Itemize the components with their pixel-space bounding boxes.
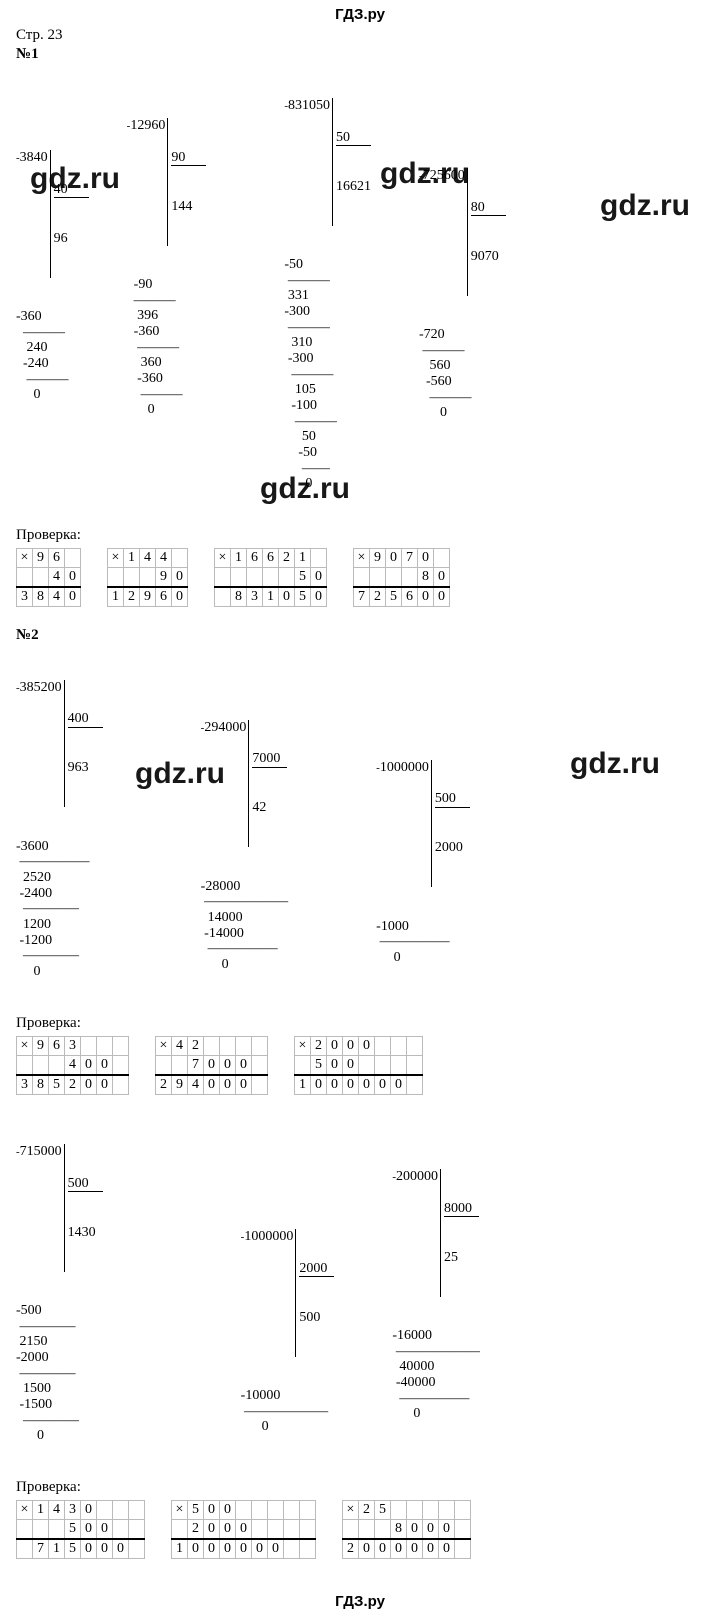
division-2b-2: -1000000 2000 500 -10000 —————— 0 — [241, 1198, 335, 1466]
dividend: 294000 — [204, 720, 246, 735]
multiplication-check-table: ×427000294000 — [155, 1036, 268, 1095]
divisor: 500 — [435, 791, 470, 808]
division-3: -831050 50 16621 -50 ——— 331 -300 ——— 31… — [284, 67, 371, 523]
divisor: 2000 — [299, 1261, 334, 1278]
division-4: -725600 80 9070 -720 ——— 560 -560 ——— 0 — [419, 137, 506, 452]
division-steps: -10000 —————— 0 — [241, 1388, 335, 1435]
dividend: 715000 — [20, 1144, 62, 1159]
divisor: 90 — [171, 150, 206, 167]
division-steps: -50 ——— 331 -300 ——— 310 -300 ——— 105 -1… — [284, 257, 371, 492]
quotient: 963 — [68, 759, 103, 776]
division-2b-1: -715000 500 1430 -500 ———— 2150 -2000 ——… — [16, 1113, 103, 1475]
quotient: 2000 — [435, 839, 470, 856]
divisor: 500 — [68, 1176, 103, 1193]
task2-checks-row-a: ×963400385200 ×427000294000 ×2000500100000… — [16, 1036, 704, 1095]
multiplication-check-table: ×907080725600 — [353, 548, 450, 607]
site-footer: ГДЗ.ру — [0, 1587, 720, 1616]
quotient: 42 — [252, 799, 287, 816]
task1-checks-row: ×96403840 ×1449012960 ×1662150831050 ×90708… — [16, 548, 704, 607]
multiplication-check-table: ×2580002000000 — [342, 1500, 471, 1559]
dividend: 3840 — [20, 150, 48, 165]
division-steps: -28000 —————— 14000 -14000 ————— 0 — [201, 879, 289, 973]
division-steps: -360 ——— 240 -240 ——— 0 — [16, 309, 89, 403]
division-steps: -16000 —————— 40000 -40000 ————— 0 — [392, 1328, 480, 1422]
division-2a-3: -1000000 500 2000 -1000 ————— 0 — [376, 728, 470, 996]
division-2a-2: -294000 7000 42 -28000 —————— 14000 -140… — [201, 688, 289, 1003]
quotient: 9070 — [471, 248, 506, 265]
division-2a-1: -385200 400 963 -3600 ————— 2520 -2400 —… — [16, 648, 103, 1010]
division-2b-3: -200000 8000 25 -16000 —————— 40000 -400… — [392, 1138, 480, 1453]
quotient: 96 — [54, 230, 89, 247]
quotient: 1430 — [68, 1224, 103, 1241]
dividend: 725600 — [423, 168, 465, 183]
quotient: 144 — [171, 198, 206, 215]
divisor: 40 — [54, 182, 89, 199]
multiplication-check-table: ×96403840 — [16, 548, 81, 607]
task1-division-row: -3840 40 96 -360 ——— 240 -240 ——— 0 -129… — [16, 67, 704, 523]
site-header: ГДЗ.ру — [0, 0, 720, 27]
multiplication-check-table: ×1449012960 — [107, 548, 188, 607]
divisor: 7000 — [252, 751, 287, 768]
division-1: -3840 40 96 -360 ——— 240 -240 ——— 0 — [16, 119, 89, 434]
divisor: 80 — [471, 200, 506, 217]
multiplication-check-table: ×50020001000000 — [171, 1500, 316, 1559]
page-content: Стр. 23 №1 gdz.ru gdz.ru gdz.ru gdz.ru g… — [0, 27, 720, 1587]
multiplication-check-table: ×20005001000000 — [294, 1036, 423, 1095]
dividend: 831050 — [288, 98, 330, 113]
division-steps: -3600 ————— 2520 -2400 ———— 1200 -1200 —… — [16, 839, 103, 980]
division-steps: -500 ———— 2150 -2000 ———— 1500 -1500 ———… — [16, 1303, 103, 1444]
dividend: 200000 — [396, 1169, 438, 1184]
multiplication-check-table: ×1430500715000 — [16, 1500, 145, 1559]
division-steps: -720 ——— 560 -560 ——— 0 — [419, 327, 506, 421]
dividend: 1000000 — [380, 760, 429, 775]
task2-label: №2 — [16, 627, 704, 644]
dividend: 385200 — [20, 680, 62, 695]
divisor: 50 — [336, 130, 371, 147]
page-label: Стр. 23 — [16, 27, 704, 44]
divisor: 400 — [68, 711, 103, 728]
division-2: -12960 90 144 -90 ——— 396 -360 ——— 360 -… — [127, 87, 207, 449]
check-label: Проверка: — [16, 527, 704, 544]
multiplication-check-table: ×1662150831050 — [214, 548, 327, 607]
division-steps: -1000 ————— 0 — [376, 919, 470, 966]
check-label: Проверка: — [16, 1479, 704, 1496]
dividend: 1000000 — [244, 1229, 293, 1244]
quotient: 25 — [444, 1249, 479, 1266]
multiplication-check-table: ×963400385200 — [16, 1036, 129, 1095]
task2-division-row-a: -385200 400 963 -3600 ————— 2520 -2400 —… — [16, 648, 704, 1010]
divisor: 8000 — [444, 1201, 479, 1218]
task2-checks-row-b: ×1430500715000 ×50020001000000 ×2580002000… — [16, 1500, 704, 1559]
quotient: 16621 — [336, 178, 371, 195]
dividend: 12960 — [130, 118, 165, 133]
task2-division-row-b: -715000 500 1430 -500 ———— 2150 -2000 ——… — [16, 1113, 704, 1475]
quotient: 500 — [299, 1309, 334, 1326]
task1-label: №1 — [16, 46, 704, 63]
division-steps: -90 ——— 396 -360 ——— 360 -360 ——— 0 — [127, 277, 207, 418]
check-label: Проверка: — [16, 1015, 704, 1032]
